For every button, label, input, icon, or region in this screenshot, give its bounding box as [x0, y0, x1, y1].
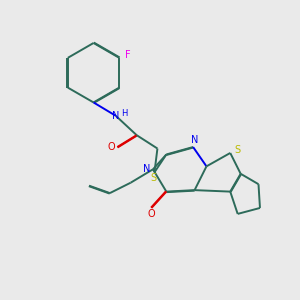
Text: O: O	[147, 209, 155, 219]
Text: S: S	[150, 173, 156, 183]
Text: H: H	[121, 109, 127, 118]
Text: N: N	[112, 111, 119, 121]
Text: F: F	[125, 50, 130, 60]
Text: O: O	[107, 142, 115, 152]
Text: S: S	[235, 145, 241, 155]
Text: N: N	[191, 136, 198, 146]
Text: N: N	[143, 164, 150, 174]
